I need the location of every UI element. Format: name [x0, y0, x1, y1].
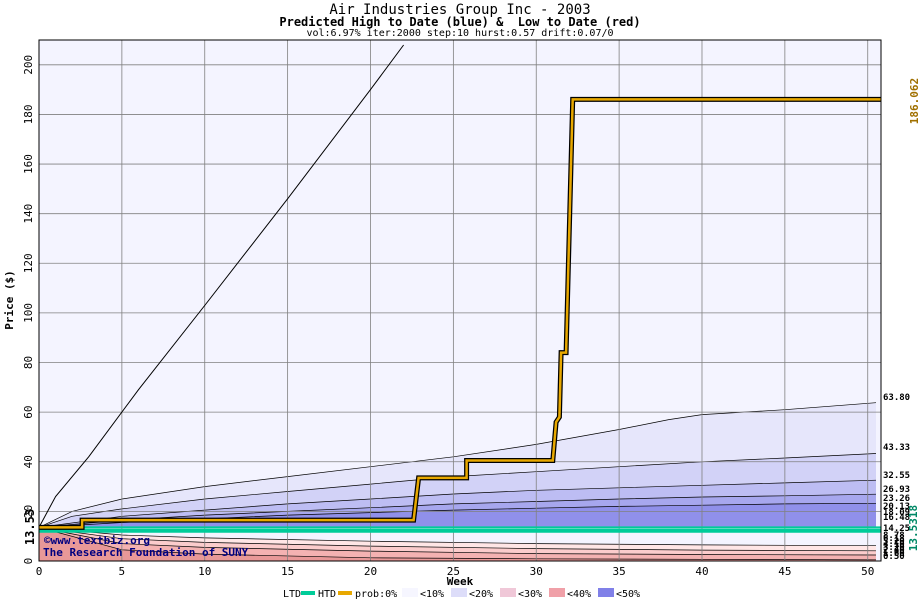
right-label-price: 186.062 — [908, 78, 920, 124]
legend-htd-label: HTD — [318, 589, 336, 600]
y-axis-label: Price ($) — [3, 270, 16, 330]
chart-params: vol:6.97% iter:2000 step:10 hurst:0.57 d… — [306, 28, 614, 39]
y-tick-0: 0 — [22, 558, 35, 565]
x-tick-45: 45 — [778, 565, 791, 578]
right-label-htd: 13.5318 — [907, 505, 920, 551]
band-end-labels: 63.80 43.33 32.55 26.9323.2620.1318.0916.48… — [883, 393, 910, 562]
credit-site: ©www.textbiz.org — [44, 534, 150, 547]
max-envelope-line — [38, 44, 405, 528]
legend-item-5: <50% — [616, 589, 640, 600]
x-tick-40: 40 — [695, 565, 708, 578]
x-tick-labels: 0 5 10 15 20 25 30 35 40 45 50 — [36, 565, 875, 578]
legend-swatch-2 — [451, 588, 467, 597]
y-tick-180: 180 — [22, 104, 35, 124]
band-end-label-8: 16.48 — [883, 513, 910, 523]
band-end-label-16: 1.60 — [883, 549, 905, 559]
band-end-label-5: 23.26 — [883, 494, 910, 504]
y-tick-60: 60 — [22, 406, 35, 419]
band-end-label-12: 5.20 — [883, 537, 905, 547]
x-tick-35: 35 — [612, 565, 625, 578]
start-price-label: 13.53 — [23, 509, 37, 545]
y-tick-120: 120 — [22, 253, 35, 273]
band-end-label-6: 20.13 — [883, 502, 910, 512]
y-tick-40: 40 — [22, 455, 35, 468]
x-tick-15: 15 — [281, 565, 294, 578]
high-band-edge-2 — [38, 453, 877, 528]
band-end-label-3: 32.55 — [883, 471, 910, 481]
legend-item-1: <10% — [420, 589, 444, 600]
credit-org: The Research Foundation of SUNY — [43, 546, 249, 559]
x-tick-50: 50 — [861, 565, 874, 578]
x-tick-30: 30 — [530, 565, 543, 578]
low-band-1 — [39, 527, 876, 561]
legend-item-2: <20% — [469, 589, 493, 600]
y-tick-80: 80 — [22, 356, 35, 369]
x-tick-0: 0 — [36, 565, 43, 578]
band-end-label-4: 26.93 — [883, 485, 910, 495]
x-tick-25: 25 — [447, 565, 460, 578]
band-end-label-14: 3.20 — [883, 543, 905, 553]
legend-prob-label: prob:0% — [355, 589, 397, 600]
y-tick-200: 200 — [22, 55, 35, 75]
band-end-label-11: 6.18 — [883, 534, 905, 544]
low-band-2 — [39, 527, 876, 561]
y-tick-100: 100 — [22, 303, 35, 323]
x-tick-20: 20 — [364, 565, 377, 578]
band-end-label-13: 4.10 — [883, 540, 905, 550]
chart-title: Air Industries Group Inc - 2003 — [329, 2, 591, 18]
band-end-label-15: 2.40 — [883, 546, 905, 556]
legend-swatch-3 — [500, 588, 516, 597]
legend-item-3: <30% — [518, 589, 542, 600]
y-tick-140: 140 — [22, 204, 35, 224]
y-tick-160: 160 — [22, 154, 35, 174]
plot-frame — [38, 39, 882, 562]
legend-swatch-4 — [549, 588, 565, 597]
legend-swatch-1 — [402, 588, 418, 597]
y-tick-20: 20 — [22, 505, 35, 518]
x-tick-10: 10 — [198, 565, 211, 578]
band-end-label-10: 8.78 — [883, 531, 905, 541]
legend: LTD HTD prob:0% <10% <20% <30% <40% <50% — [283, 588, 640, 600]
band-end-label-2: 43.33 — [883, 443, 910, 453]
x-axis-label: Week — [447, 575, 474, 588]
grid — [39, 40, 881, 561]
legend-ltd-label: LTD — [283, 589, 301, 600]
band-end-label-1: 63.80 — [883, 393, 910, 403]
y-tick-labels: 0 20 40 60 80 100 120 140 160 180 200 — [22, 55, 35, 564]
band-end-label-17: 0.50 — [883, 552, 905, 562]
series-lines — [38, 44, 881, 533]
legend-ltd-swatch — [301, 591, 315, 595]
legend-item-4: <40% — [567, 589, 591, 600]
legend-htd-swatch — [338, 591, 352, 595]
chart-subtitle: Predicted High to Date (blue) & Low to D… — [279, 15, 641, 29]
band-end-label-7: 18.09 — [883, 508, 910, 518]
band-end-label-9: 14.25 — [883, 524, 910, 534]
legend-swatch-5 — [598, 588, 614, 597]
price-line — [39, 98, 881, 529]
x-tick-5: 5 — [119, 565, 126, 578]
